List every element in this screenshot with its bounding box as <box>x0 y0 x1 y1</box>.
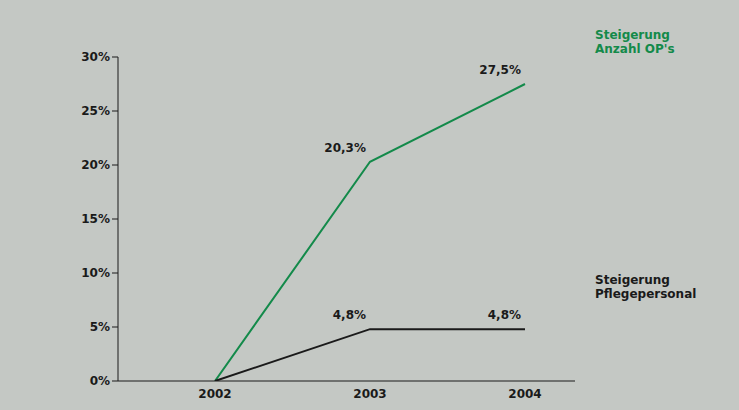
svg-text:SteigerungPflegepersonal: SteigerungPflegepersonal <box>595 273 696 301</box>
svg-text:15%: 15% <box>81 212 110 226</box>
svg-text:25%: 25% <box>81 104 110 118</box>
svg-text:4,8%: 4,8% <box>333 308 366 322</box>
svg-text:27,5%: 27,5% <box>479 63 521 77</box>
svg-text:2002: 2002 <box>198 387 231 401</box>
svg-text:30%: 30% <box>81 50 110 64</box>
svg-text:0%: 0% <box>90 374 110 388</box>
svg-text:20,3%: 20,3% <box>324 141 366 155</box>
svg-text:10%: 10% <box>81 266 110 280</box>
svg-text:4,8%: 4,8% <box>488 308 521 322</box>
svg-text:2004: 2004 <box>508 387 541 401</box>
svg-text:SteigerungAnzahl OP's: SteigerungAnzahl OP's <box>595 28 675 56</box>
svg-text:2003: 2003 <box>353 387 386 401</box>
svg-text:20%: 20% <box>81 158 110 172</box>
svg-text:5%: 5% <box>90 320 110 334</box>
